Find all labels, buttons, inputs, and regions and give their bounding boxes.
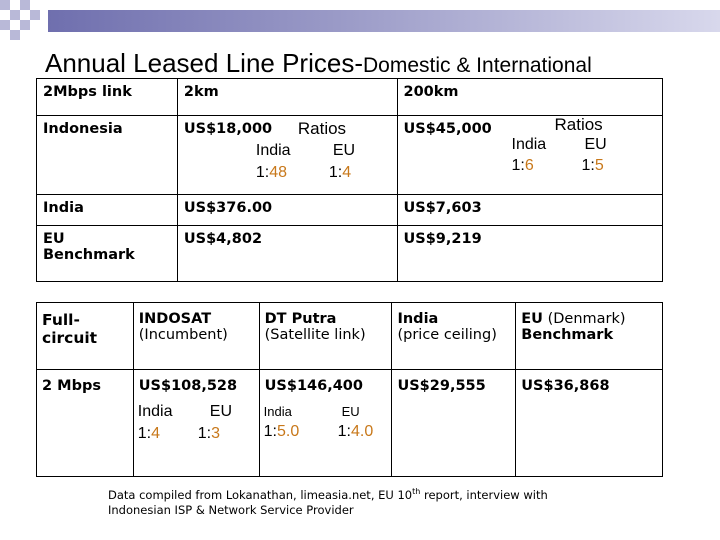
corner-checker-decoration — [0, 0, 48, 42]
table-row: EU Benchmark US$4,802 US$9,219 — [36, 225, 663, 282]
cell-indonesia-2km: US$18,000 Ratios India EU 1:48 1:4 — [176, 115, 398, 195]
row-label-india: India — [36, 194, 178, 226]
title-sub: Domestic & International — [362, 54, 592, 77]
row-label-indonesia: Indonesia — [36, 115, 178, 195]
india-label: India — [137, 403, 173, 420]
cell-india-price: US$29,555 — [391, 369, 517, 477]
india-ratio: 1:48 — [255, 164, 288, 181]
eu-ratio: 1:3 — [197, 425, 221, 442]
title-main: Annual Leased Line Prices- — [45, 48, 363, 78]
eu-label: EU — [584, 136, 607, 153]
india-label: India — [511, 136, 547, 153]
cell-indosat-price: US$108,528 India EU 1:4 1:3 — [132, 369, 260, 477]
table-row: 2Mbps link 2km 200km — [36, 78, 663, 116]
eu-ratio: 1:4 — [328, 164, 352, 181]
ratios-label: Ratios — [554, 115, 603, 134]
ratios-label: Ratios — [297, 119, 347, 138]
cell-eu-2km: US$4,802 — [176, 225, 398, 282]
header-eu: EU (Denmark) Benchmark — [515, 302, 663, 370]
price-value: US$45,000 — [403, 121, 492, 137]
price-value: US$18,000 — [183, 121, 273, 137]
eu-label: EU — [332, 142, 356, 159]
india-label: India — [263, 404, 292, 419]
india-ratio: 1:4 — [137, 425, 161, 442]
cell-india-2km: US$376.00 — [176, 194, 398, 226]
cell-eu-price: US$36,868 — [515, 369, 663, 477]
page-title: Annual Leased Line Prices-Domestic & Int… — [45, 48, 715, 79]
table-row: 2 Mbps US$108,528 India EU 1:4 1:3 US$14… — [36, 369, 663, 477]
price-value: US$108,528 — [138, 378, 238, 394]
header-dt-putra: DT Putra (Satellite link) — [258, 302, 393, 370]
cell-indonesia-200km: US$45,000 Ratios India EU 1:6 1:5 — [396, 115, 663, 195]
header-full-circuit: Full-circuit — [36, 302, 134, 370]
table-row: Full-circuit INDOSAT (Incumbent) DT Putra… — [36, 302, 663, 370]
india-ratio: 1:5.0 — [263, 423, 300, 440]
header-indosat: INDOSAT (Incumbent) — [132, 302, 260, 370]
cell-eu-200km: US$9,219 — [396, 225, 663, 282]
eu-ratio: 1:4.0 — [337, 423, 374, 440]
cell-dtputra-price: US$146,400 India EU 1:5.0 1:4.0 — [258, 369, 393, 477]
price-comparison-table: 2Mbps link 2km 200km Indonesia US$18,000… — [36, 78, 663, 282]
eu-label: EU — [209, 403, 232, 420]
eu-ratio: 1:5 — [581, 157, 604, 174]
header-cell: 2km — [176, 78, 398, 116]
india-ratio: 1:6 — [511, 157, 534, 174]
eu-label: EU — [341, 404, 360, 419]
row-label-2mbps: 2 Mbps — [36, 369, 134, 477]
row-label-eu: EU Benchmark — [36, 225, 178, 282]
header-cell: 2Mbps link — [36, 78, 178, 116]
table-row: Indonesia US$18,000 Ratios India EU 1:48… — [36, 115, 663, 195]
table-row: India US$376.00 US$7,603 — [36, 194, 663, 226]
header-gradient-bar — [48, 10, 720, 32]
source-footnote: Data compiled from Lokanathan, limeasia.… — [108, 487, 548, 517]
india-label: India — [255, 142, 291, 159]
price-value: US$146,400 — [264, 378, 363, 394]
full-circuit-table: Full-circuit INDOSAT (Incumbent) DT Putra… — [36, 302, 663, 477]
header-cell: 200km — [396, 78, 663, 116]
header-india: India (price ceiling) — [391, 302, 517, 370]
cell-india-200km: US$7,603 — [396, 194, 663, 226]
